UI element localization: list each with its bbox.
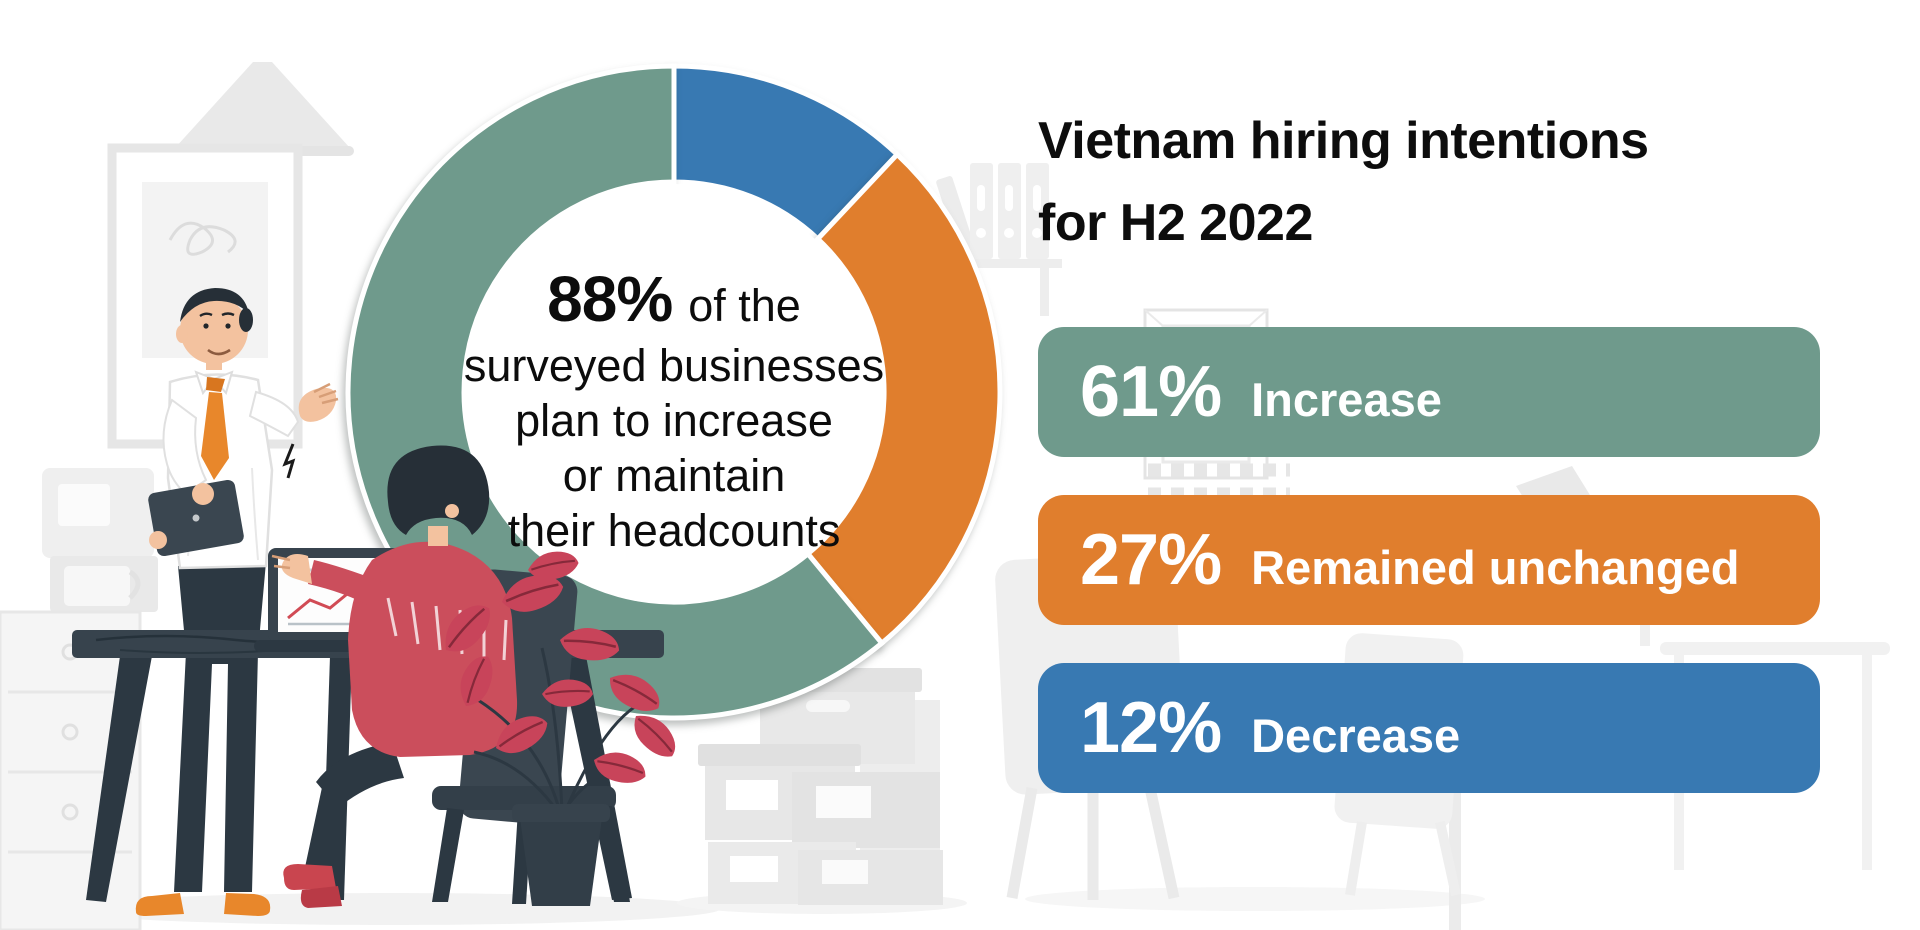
plant-illustration: [432, 548, 685, 906]
stat-card-increase: 61% Increase: [1038, 327, 1820, 457]
donut-center-note: 88% of the surveyed businesses plan to i…: [444, 263, 904, 558]
center-line1-rest: of the: [688, 280, 801, 331]
stat-card-content: 61% Increase: [1038, 356, 1442, 428]
donut-center-line1: 88% of the: [444, 263, 904, 338]
stat-label: Increase: [1251, 373, 1442, 426]
center-line2: surveyed businesses: [463, 340, 885, 391]
accent-mark: [282, 443, 296, 479]
center-line4: or maintain: [562, 450, 786, 501]
donut-segment-remained-unchanged: [804, 150, 1003, 647]
floor-shadow: [1025, 887, 1485, 911]
page-title: Vietnam hiring intentions for H2 2022: [1038, 100, 1649, 264]
desk-scene-illustration: [72, 288, 685, 916]
page-title-line1: Vietnam hiring intentions: [1038, 112, 1649, 170]
stat-label: Decrease: [1251, 709, 1461, 762]
stat-card-decrease: 12% Decrease: [1038, 663, 1820, 793]
stat-value: 61%: [1080, 352, 1222, 432]
stat-value: 27%: [1080, 520, 1222, 600]
coffee-machine-illustration: [42, 468, 158, 612]
file-boxes-illustration: [698, 668, 943, 905]
page-title-line2: for H2 2022: [1038, 194, 1313, 252]
standing-person-illustration: [135, 288, 339, 916]
center-line3: plan to increase: [515, 395, 833, 446]
stat-label: Remained unchanged: [1251, 541, 1740, 594]
donut-hole: [466, 184, 882, 600]
stat-card-remained-unchanged: 27% Remained unchanged: [1038, 495, 1820, 625]
stat-card-content: 27% Remained unchanged: [1038, 524, 1739, 596]
stat-value: 12%: [1080, 688, 1222, 768]
center-highlight-value: 88%: [547, 263, 673, 335]
stat-card-content: 12% Decrease: [1038, 692, 1460, 764]
donut-chart: [345, 63, 1003, 721]
center-line5: their headcounts: [507, 505, 841, 556]
binder-shelf-illustration: [936, 163, 1062, 316]
